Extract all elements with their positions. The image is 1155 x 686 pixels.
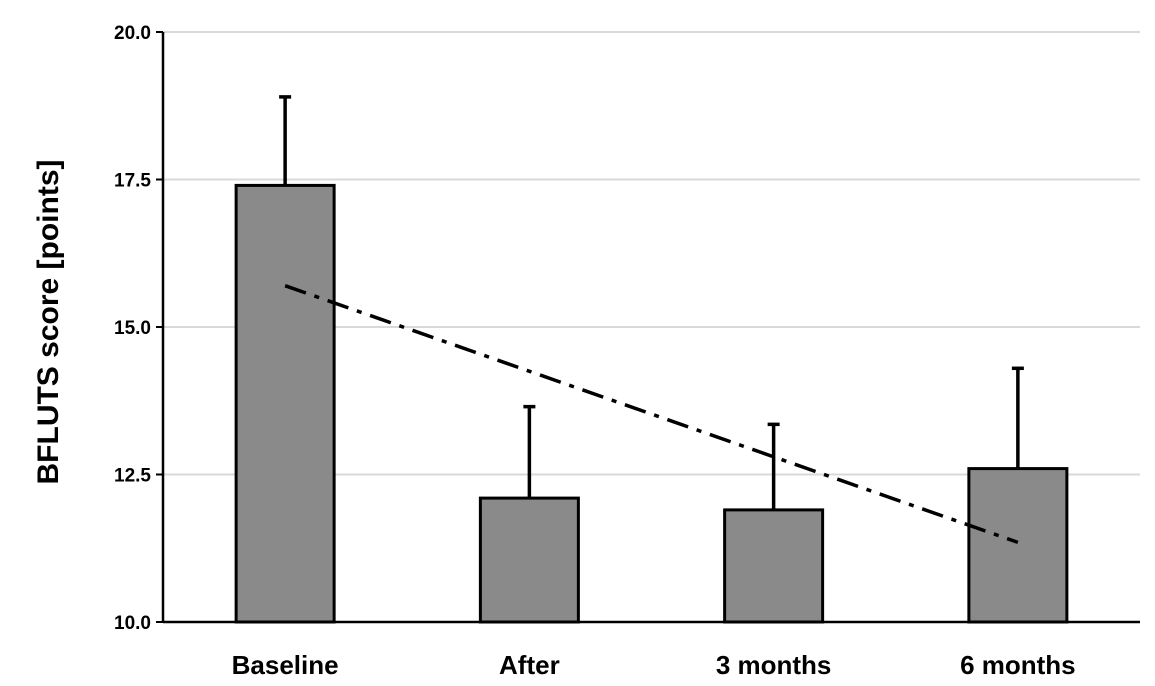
error-bars bbox=[279, 95, 1024, 510]
y-tick-label: 12.5 bbox=[114, 466, 151, 487]
y-tick-label: 15.0 bbox=[114, 318, 151, 339]
x-tick-label-1: After bbox=[499, 650, 560, 680]
trendline-group bbox=[284, 284, 1019, 545]
bar-1 bbox=[478, 496, 580, 624]
bar-2 bbox=[723, 508, 825, 624]
y-tick-label: 20.0 bbox=[114, 23, 151, 44]
x-tick-label-0: Baseline bbox=[232, 650, 339, 680]
y-tick-label: 17.5 bbox=[114, 171, 151, 192]
bars bbox=[234, 183, 1069, 624]
y-axis-ticks: 10.0 12.5 15.0 17.5 20.0 bbox=[114, 23, 163, 634]
x-tick-label-3: 6 months bbox=[960, 650, 1076, 680]
y-axis-title: BFLUTS score [points] bbox=[32, 159, 65, 484]
x-tick-label-2: 3 months bbox=[716, 650, 832, 680]
y-tick-label: 10.0 bbox=[114, 613, 151, 634]
x-axis-labels: Baseline After 3 months 6 months bbox=[232, 650, 1076, 680]
trendline bbox=[284, 284, 1019, 545]
bar-0 bbox=[234, 183, 336, 624]
axes bbox=[161, 32, 1140, 624]
bar-3 bbox=[967, 467, 1069, 624]
